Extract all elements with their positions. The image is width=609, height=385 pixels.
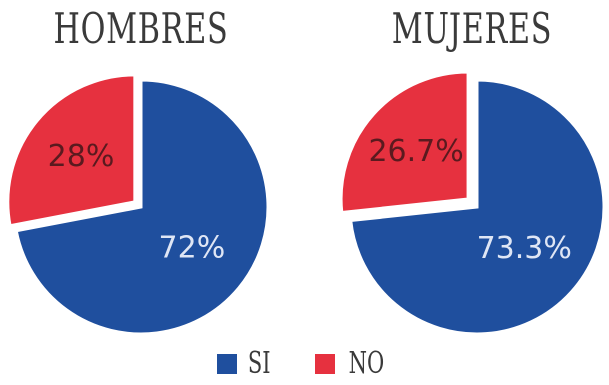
legend: SI NO xyxy=(0,346,609,381)
chart-title-hombres: HOMBRES xyxy=(53,4,229,53)
legend-item-si: SI xyxy=(216,346,275,381)
pie-slice-1-si xyxy=(349,78,606,336)
data-label-1-no: 26.7% xyxy=(368,134,463,169)
data-label-1-si: 73.3% xyxy=(477,231,572,266)
chart-title-mujeres: MUJERES xyxy=(391,4,553,53)
data-label-0-si: 72% xyxy=(159,231,226,266)
pie-slice-0-no xyxy=(6,73,137,228)
legend-label-si: SI xyxy=(247,346,271,381)
legend-swatch-no xyxy=(315,353,336,374)
pie-slice-1-no xyxy=(339,70,470,215)
legend-item-no: NO xyxy=(315,346,392,381)
data-label-0-no: 28% xyxy=(48,139,115,174)
legend-label-no: NO xyxy=(348,346,385,381)
pie-slice-0-si xyxy=(14,78,270,336)
legend-swatch-si xyxy=(216,353,237,374)
